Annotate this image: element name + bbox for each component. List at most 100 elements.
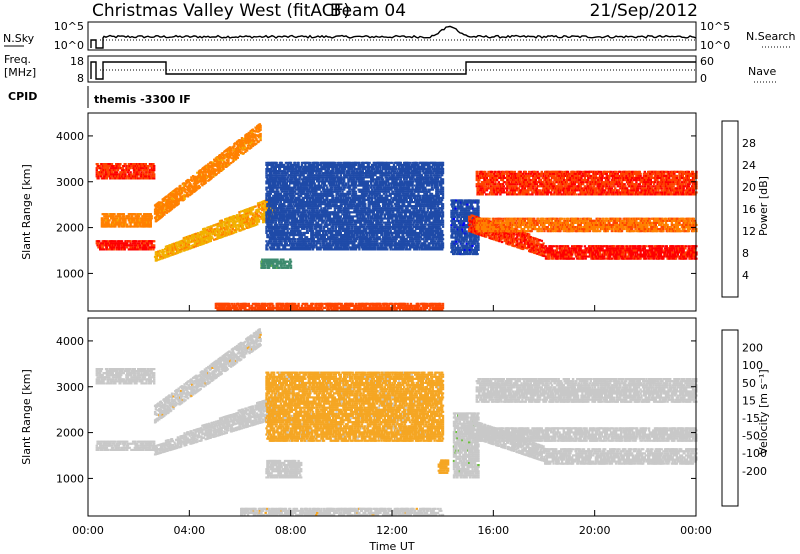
data-cell [147, 244, 149, 246]
data-cell [102, 246, 104, 248]
data-cell [133, 219, 135, 221]
data-cell [178, 203, 180, 205]
data-cell [116, 171, 118, 173]
data-cell [110, 175, 112, 177]
data-cell [153, 177, 155, 179]
data-cell [129, 242, 131, 244]
data-cell [123, 215, 125, 217]
data-cell [124, 246, 126, 248]
data-cell [222, 168, 224, 170]
data-cell [147, 221, 149, 223]
data-cell [102, 171, 104, 173]
data-cell [127, 171, 129, 173]
data-cell [101, 173, 103, 175]
freq-label-1: Freq. [4, 53, 31, 66]
data-cell [183, 198, 185, 200]
data-cell [137, 217, 139, 219]
data-cell [116, 217, 118, 219]
data-cell [123, 213, 125, 215]
data-cell [125, 177, 127, 179]
nsearch-label: N.Search [746, 30, 796, 43]
data-cell [136, 175, 138, 177]
data-cell [130, 173, 132, 175]
data-cell [97, 242, 99, 244]
beam-title: Beam 04 [330, 1, 406, 21]
data-cell [101, 244, 103, 246]
data-cell [119, 219, 121, 221]
data-cell [111, 163, 113, 165]
data-cell [140, 213, 142, 215]
data-cell [114, 240, 116, 242]
nsky-label: N.Sky [3, 32, 35, 45]
data-cell [129, 171, 131, 173]
data-cell [106, 177, 108, 179]
data-cell [205, 182, 207, 184]
data-cell [131, 215, 133, 217]
data-cell [134, 246, 136, 248]
nsky-trace [91, 26, 696, 48]
data-cell [128, 215, 130, 217]
data-cell [124, 221, 126, 223]
data-cell [199, 186, 201, 188]
data-cell [153, 175, 155, 177]
data-cell [124, 163, 126, 165]
data-cell [126, 242, 128, 244]
data-cell [123, 165, 125, 167]
station-title: Christmas Valley West (fitACF) [92, 1, 350, 21]
data-cell [131, 244, 133, 246]
data-cell [122, 167, 124, 169]
data-cell [113, 248, 115, 250]
data-cell [137, 226, 139, 228]
data-cell [153, 244, 155, 246]
data-cell [106, 213, 108, 215]
data-cell [134, 242, 136, 244]
data-cell [135, 240, 137, 242]
data-cell [124, 219, 126, 221]
data-cell [114, 244, 116, 246]
data-cell [109, 177, 111, 179]
nave-tick-top: 60 [700, 55, 714, 68]
data-cell [147, 167, 149, 169]
data-cell [124, 173, 126, 175]
data-cell [139, 244, 141, 246]
data-cell [153, 240, 155, 242]
date-title: 21/Sep/2012 [590, 1, 698, 21]
data-cell [139, 224, 141, 226]
data-cell [113, 215, 115, 217]
data-cell [151, 242, 153, 244]
data-cell [124, 248, 126, 250]
data-cell [143, 242, 145, 244]
data-cell [163, 214, 165, 216]
data-cell [129, 224, 131, 226]
power-data [96, 123, 698, 311]
freq-panel: Freq. [MHz] 18 8 60 0 Nave [4, 53, 776, 85]
data-cell [113, 213, 115, 215]
data-cell [148, 175, 150, 177]
nsearch-tick-top: 10^5 [700, 20, 730, 33]
data-cell [153, 165, 155, 167]
data-cell [106, 246, 108, 248]
data-band [154, 123, 262, 222]
data-cell [181, 192, 183, 194]
data-cell [179, 185, 181, 187]
data-cell [150, 248, 152, 250]
cpid-label: CPID [8, 90, 37, 103]
data-cell [118, 248, 120, 250]
data-cell [205, 180, 207, 182]
data-cell [150, 219, 152, 221]
data-band [96, 163, 156, 180]
data-cell [134, 213, 136, 215]
data-cell [118, 165, 120, 167]
data-cell [152, 163, 154, 165]
data-cell [145, 246, 147, 248]
data-cell [114, 169, 116, 171]
data-band [101, 213, 153, 228]
data-cell [151, 217, 153, 219]
freq-tick-top: 18 [70, 55, 84, 68]
data-cell [108, 219, 110, 221]
data-cell [227, 160, 229, 162]
data-cell [118, 244, 120, 246]
data-cell [153, 169, 155, 171]
data-cell [145, 173, 147, 175]
data-cell [142, 171, 144, 173]
